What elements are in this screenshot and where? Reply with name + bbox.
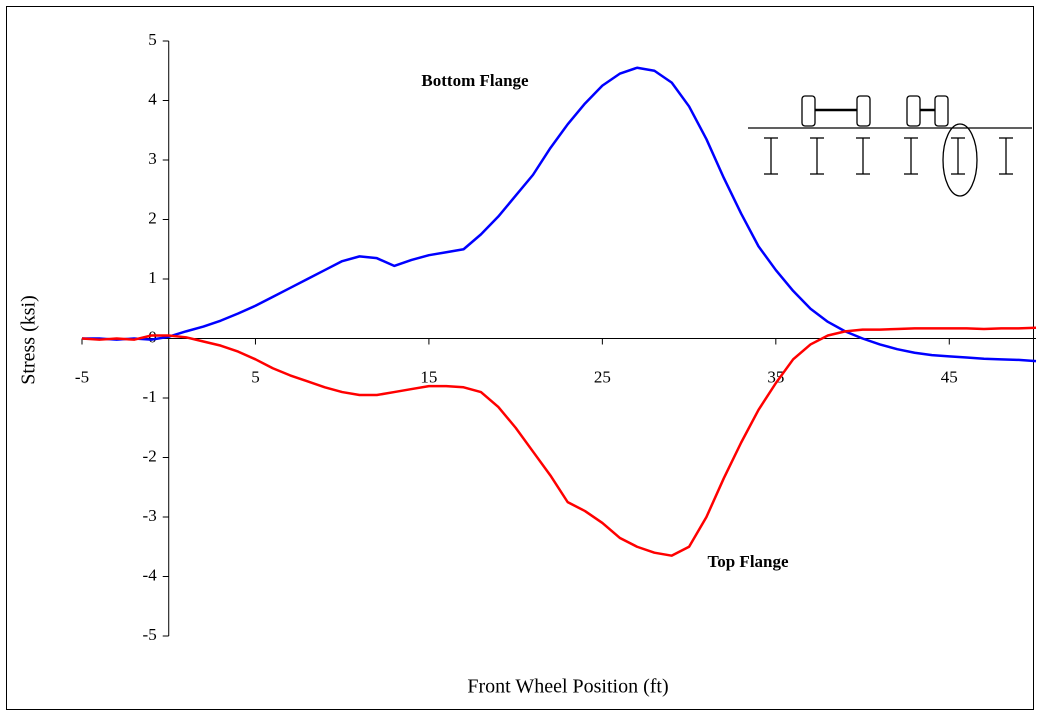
y-tick-label: 4 <box>148 89 157 108</box>
y-tick-label: 0 <box>148 327 157 346</box>
y-tick-label: -4 <box>143 565 158 584</box>
y-tick-label: 1 <box>148 268 157 287</box>
y-tick-label: -3 <box>143 506 157 525</box>
chart-border <box>6 6 1034 710</box>
x-tick-label: -5 <box>75 367 89 386</box>
annotation: Top Flange <box>707 552 789 571</box>
series-line <box>81 326 1037 557</box>
y-tick-label: -1 <box>143 387 157 406</box>
x-tick-label: 35 <box>767 367 784 386</box>
bridge-inset <box>748 95 1032 197</box>
y-tick-label: 3 <box>148 149 157 168</box>
y-axis-title: Stress (ksi) <box>18 295 40 384</box>
y-tick-label: 5 <box>148 30 157 49</box>
y-tick-label: -5 <box>143 625 157 644</box>
x-tick-label: 15 <box>420 367 437 386</box>
y-tick-label: -2 <box>143 446 157 465</box>
x-tick-label: 45 <box>941 367 958 386</box>
x-tick-label: 5 <box>251 367 260 386</box>
series-line <box>82 66 1037 363</box>
x-axis-title: Front Wheel Position (ft) <box>467 676 668 698</box>
y-tick-label: 2 <box>148 208 157 227</box>
x-tick-label: 25 <box>594 367 611 386</box>
annotation: Bottom Flange <box>421 71 529 90</box>
